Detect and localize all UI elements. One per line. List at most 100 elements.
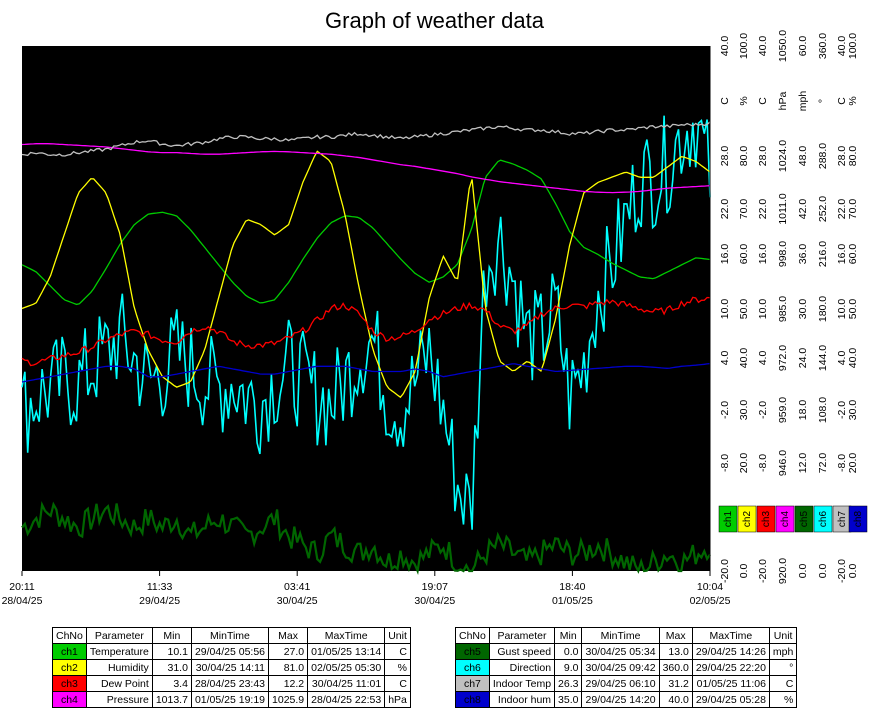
- y-tick-label: 24.0: [797, 348, 809, 369]
- series-line-ch2: [21, 150, 711, 399]
- table-row: ch1 Temperature 10.1 29/04/25 05:56 27.0 01/0…: [52, 643, 411, 660]
- max-cell: 27.0: [268, 643, 309, 660]
- y-tick-label: -2.0: [836, 401, 848, 419]
- x-tick-date: 01/05/25: [552, 595, 593, 607]
- y-tick-label: 985.0: [777, 296, 789, 322]
- y-tick-label: 12.0: [797, 453, 809, 474]
- channel-box-ch3: [756, 505, 776, 533]
- series-line-ch4: [21, 143, 711, 194]
- y-tick-label: 80.0: [738, 146, 750, 167]
- y-tick-label: 10.0: [836, 299, 848, 320]
- y-tick-label: 16.0: [757, 244, 769, 265]
- channel-swatch: ch5: [455, 643, 490, 660]
- maxtime-cell: 29/04/25 22:20: [691, 659, 770, 676]
- y-tick-label: -8.0: [836, 454, 848, 472]
- y-tick-label: 0.0: [817, 564, 829, 579]
- y-tick-label: °: [817, 99, 829, 103]
- y-tick-label: 40.0: [847, 348, 859, 369]
- col-header: Unit: [768, 627, 798, 644]
- y-tick-label: 216.0: [817, 241, 829, 267]
- y-tick-label: 60.0: [797, 36, 809, 57]
- maxtime-cell: 28/04/25 22:53: [307, 691, 386, 708]
- y-tick-label: mph: [797, 91, 809, 112]
- max-cell: 40.0: [658, 691, 693, 708]
- y-tick-label: 28.0: [836, 146, 848, 167]
- y-tick-label: -2.0: [757, 401, 769, 419]
- y-tick-label: C: [836, 97, 848, 105]
- y-tick-label: 0.0: [797, 564, 809, 579]
- mintime-cell: 29/04/25 05:56: [190, 643, 270, 660]
- maxtime-cell: 30/04/25 11:01: [307, 675, 386, 692]
- table-row: ch3 Dew Point 3.4 28/04/25 23:43 12.2 30/04/2…: [52, 675, 411, 692]
- col-header: Unit: [384, 627, 411, 644]
- channel-box-label: ch7: [837, 511, 848, 528]
- y-tick-label: 22.0: [719, 199, 731, 220]
- y-tick-label: 0.0: [847, 564, 859, 579]
- col-header: Min: [554, 627, 583, 644]
- mintime-cell: 29/04/25 06:10: [581, 675, 660, 692]
- y-tick-label: 16.0: [836, 244, 848, 265]
- channel-swatch: ch7: [455, 675, 490, 692]
- mintime-cell: 30/04/25 09:42: [581, 659, 660, 676]
- min-cell: 10.1: [151, 643, 192, 660]
- x-axis: 20:11 28/04/25 11:33 29/04/25 03:41 30/04/25 1…: [2, 571, 731, 607]
- table-row: ch5 Gust speed 0.0 30/04/25 05:34 13.0 29/04/…: [455, 643, 798, 660]
- y-tick-label: 50.0: [847, 299, 859, 320]
- col-header: MinTime: [581, 627, 660, 644]
- y-tick-label: 42.0: [797, 199, 809, 220]
- table-row: ch8 Indoor hum 35.0 29/04/25 14:20 40.0 29/04…: [455, 691, 798, 708]
- parameter-cell: Humidity: [85, 659, 153, 676]
- unit-cell: %: [384, 659, 411, 676]
- series-line-ch3: [21, 296, 711, 367]
- parameter-cell: Pressure: [85, 691, 153, 708]
- y-tick-label: 48.0: [797, 146, 809, 167]
- channel-box-ch1: [718, 505, 738, 533]
- maxtime-cell: 01/05/25 13:14: [307, 643, 386, 660]
- channel-box-ch2: [737, 505, 757, 533]
- max-cell: 13.0: [658, 643, 693, 660]
- y-tick-label: 252.0: [817, 196, 829, 222]
- max-cell: 12.2: [268, 675, 309, 692]
- channel-swatch: ch4: [52, 691, 87, 708]
- y-tick-label: hPa: [777, 92, 789, 111]
- min-cell: 9.0: [554, 659, 583, 676]
- table-row: ch7 Indoor Temp 26.3 29/04/25 06:10 31.2 01/0…: [455, 675, 798, 692]
- channel-legend: ch1 ch2 ch3 ch4 ch5 ch6 ch7 ch8: [718, 505, 868, 533]
- y-tick-label: 20.0: [738, 453, 750, 474]
- maxtime-cell: 02/05/25 05:30: [307, 659, 386, 676]
- min-cell: 26.3: [554, 675, 583, 692]
- table-header-row: ChNo Parameter Min MinTime Max MaxTime U…: [52, 627, 411, 644]
- channel-box-label: ch6: [818, 511, 829, 528]
- y-tick-label: 972.0: [777, 345, 789, 371]
- channel-box-label: ch3: [761, 511, 772, 528]
- y-tick-label: 100.0: [847, 33, 859, 59]
- y-tick-label: 10.0: [719, 299, 731, 320]
- unit-cell: %: [768, 691, 798, 708]
- channel-box-label: ch5: [799, 511, 810, 528]
- y-tick-label: 18.0: [797, 400, 809, 421]
- channel-box-ch4: [775, 505, 795, 533]
- y-tick-label: 4.0: [836, 351, 848, 366]
- series-layer: [21, 115, 711, 575]
- y-tick-label: 36.0: [797, 244, 809, 265]
- channel-swatch: ch1: [52, 643, 87, 660]
- col-header: ChNo: [455, 627, 490, 644]
- min-cell: 31.0: [151, 659, 192, 676]
- series-line-ch1: [21, 159, 711, 306]
- parameter-cell: Dew Point: [85, 675, 153, 692]
- x-tick-date: 02/05/25: [690, 595, 731, 607]
- x-tick-date: 28/04/25: [2, 595, 43, 607]
- parameter-cell: Indoor hum: [488, 691, 556, 708]
- mintime-cell: 30/04/25 14:11: [190, 659, 270, 676]
- maxtime-cell: 29/04/25 14:26: [691, 643, 770, 660]
- col-header: Max: [658, 627, 693, 644]
- y-tick-label: 959.0: [777, 397, 789, 423]
- maxtime-cell: 29/04/25 05:28: [691, 691, 770, 708]
- col-header: MinTime: [190, 627, 270, 644]
- y-tick-label: 70.0: [847, 199, 859, 220]
- y-tick-label: 30.0: [797, 299, 809, 320]
- y-tick-label: 40.0: [757, 36, 769, 57]
- table-header-row: ChNo Parameter Min MinTime Max MaxTime U…: [455, 627, 798, 644]
- y-tick-label: 10.0: [757, 299, 769, 320]
- parameter-cell: Temperature: [85, 643, 153, 660]
